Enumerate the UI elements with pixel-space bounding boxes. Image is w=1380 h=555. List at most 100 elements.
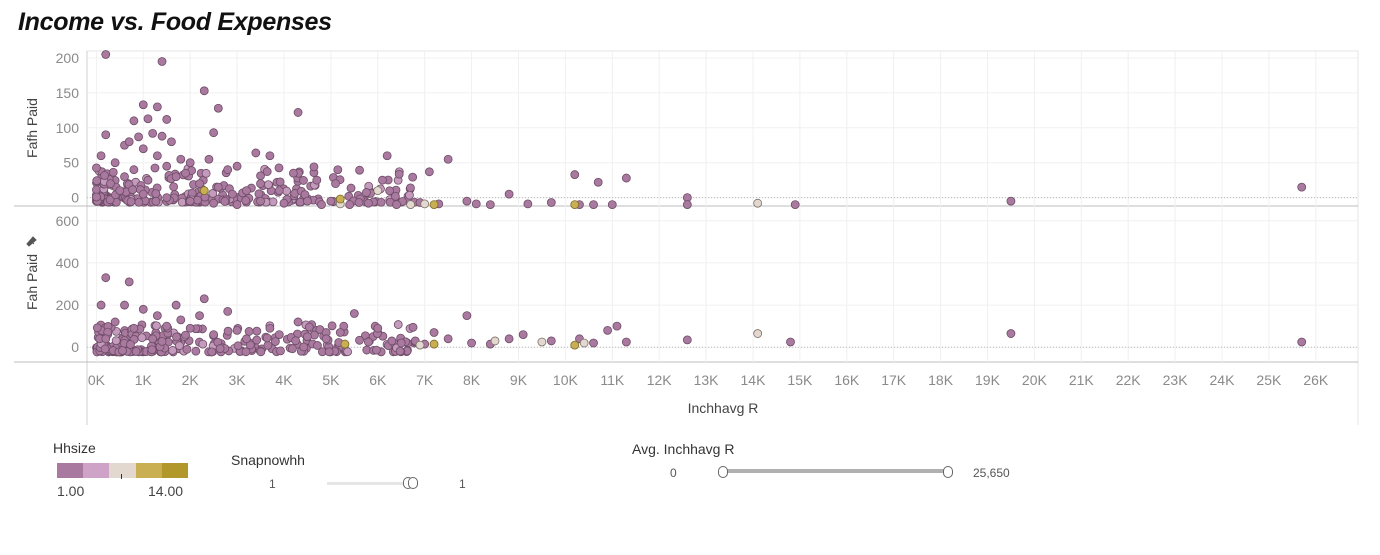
data-point[interactable] [504, 189, 514, 199]
data-point[interactable] [138, 144, 148, 154]
data-point[interactable] [199, 86, 209, 96]
avg-range-handle-right[interactable] [943, 466, 953, 478]
data-point[interactable] [408, 172, 418, 182]
data-point[interactable] [201, 168, 211, 178]
data-point[interactable] [504, 334, 514, 344]
data-point[interactable] [523, 199, 533, 209]
data-point[interactable] [429, 339, 439, 349]
data-point[interactable] [343, 347, 353, 357]
data-point[interactable] [152, 321, 161, 331]
data-point[interactable] [208, 189, 218, 198]
data-point[interactable] [105, 195, 115, 205]
data-point[interactable] [275, 177, 285, 187]
data-point[interactable] [134, 197, 144, 207]
data-point[interactable] [355, 335, 364, 345]
data-point[interactable] [299, 342, 309, 352]
data-point[interactable] [682, 200, 692, 210]
data-point[interactable] [387, 336, 397, 346]
data-point[interactable] [485, 200, 495, 210]
data-point[interactable] [570, 340, 580, 350]
data-point[interactable] [331, 179, 340, 189]
data-point[interactable] [274, 330, 284, 339]
data-point[interactable] [148, 334, 158, 344]
data-point[interactable] [462, 311, 472, 321]
data-point[interactable] [124, 277, 134, 287]
data-point[interactable] [138, 100, 148, 110]
data-point[interactable] [152, 151, 162, 161]
data-point[interactable] [274, 163, 284, 173]
data-point[interactable] [570, 200, 580, 210]
data-point[interactable] [126, 197, 136, 207]
data-point[interactable] [191, 346, 201, 356]
data-point[interactable] [394, 169, 404, 179]
data-point[interactable] [415, 340, 425, 350]
data-point[interactable] [215, 344, 225, 353]
data-point[interactable] [209, 128, 219, 138]
data-point[interactable] [288, 168, 298, 178]
data-point[interactable] [176, 154, 186, 164]
data-point[interactable] [181, 330, 190, 340]
data-point[interactable] [364, 198, 373, 208]
data-point[interactable] [111, 336, 121, 346]
data-point[interactable] [345, 200, 355, 210]
data-point[interactable] [612, 321, 622, 331]
data-point[interactable] [138, 304, 148, 314]
data-point[interactable] [312, 175, 322, 185]
snap-slider-handle-right[interactable] [408, 477, 418, 489]
data-point[interactable] [579, 338, 589, 348]
data-point[interactable] [96, 300, 106, 310]
data-point[interactable] [171, 300, 181, 310]
data-point[interactable] [420, 199, 430, 209]
data-point[interactable] [262, 333, 272, 343]
data-point[interactable] [589, 338, 598, 348]
data-point[interactable] [406, 183, 415, 193]
data-point[interactable] [162, 193, 172, 203]
data-point[interactable] [232, 200, 242, 210]
data-point[interactable] [424, 167, 434, 177]
data-point[interactable] [391, 191, 400, 201]
data-point[interactable] [137, 333, 147, 343]
data-point[interactable] [195, 311, 204, 321]
data-point[interactable] [128, 185, 137, 195]
data-point[interactable] [110, 317, 120, 327]
data-point[interactable] [233, 341, 243, 351]
data-point[interactable] [265, 151, 275, 161]
data-point[interactable] [143, 175, 153, 185]
data-point[interactable] [364, 337, 373, 347]
data-point[interactable] [129, 116, 139, 126]
data-point[interactable] [753, 329, 763, 338]
data-point[interactable] [362, 188, 371, 197]
data-point[interactable] [621, 173, 631, 183]
data-point[interactable] [382, 151, 392, 161]
data-point[interactable] [279, 198, 289, 208]
data-point[interactable] [207, 347, 217, 357]
data-point[interactable] [1006, 329, 1016, 338]
data-point[interactable] [242, 186, 251, 196]
avg-range-slider-track[interactable] [722, 469, 948, 473]
data-point[interactable] [209, 198, 219, 208]
data-point[interactable] [199, 186, 209, 196]
data-point[interactable] [152, 102, 162, 112]
data-point[interactable] [131, 347, 141, 356]
data-point[interactable] [537, 337, 547, 347]
data-point[interactable] [313, 341, 322, 350]
data-point[interactable] [110, 158, 120, 168]
data-point[interactable] [223, 165, 233, 175]
data-point[interactable] [607, 200, 617, 210]
data-point[interactable] [303, 196, 312, 206]
data-point[interactable] [143, 114, 153, 124]
data-point[interactable] [462, 196, 472, 206]
data-point[interactable] [92, 192, 101, 202]
data-point[interactable] [157, 131, 167, 141]
data-point[interactable] [287, 344, 297, 354]
data-point[interactable] [1297, 182, 1307, 192]
data-point[interactable] [295, 197, 305, 207]
data-point[interactable] [570, 170, 580, 179]
data-point[interactable] [157, 336, 167, 346]
data-point[interactable] [593, 177, 603, 187]
data-point[interactable] [92, 163, 101, 173]
data-point[interactable] [227, 189, 237, 199]
data-point[interactable] [232, 325, 242, 335]
data-point[interactable] [303, 332, 312, 342]
data-point[interactable] [256, 196, 265, 206]
